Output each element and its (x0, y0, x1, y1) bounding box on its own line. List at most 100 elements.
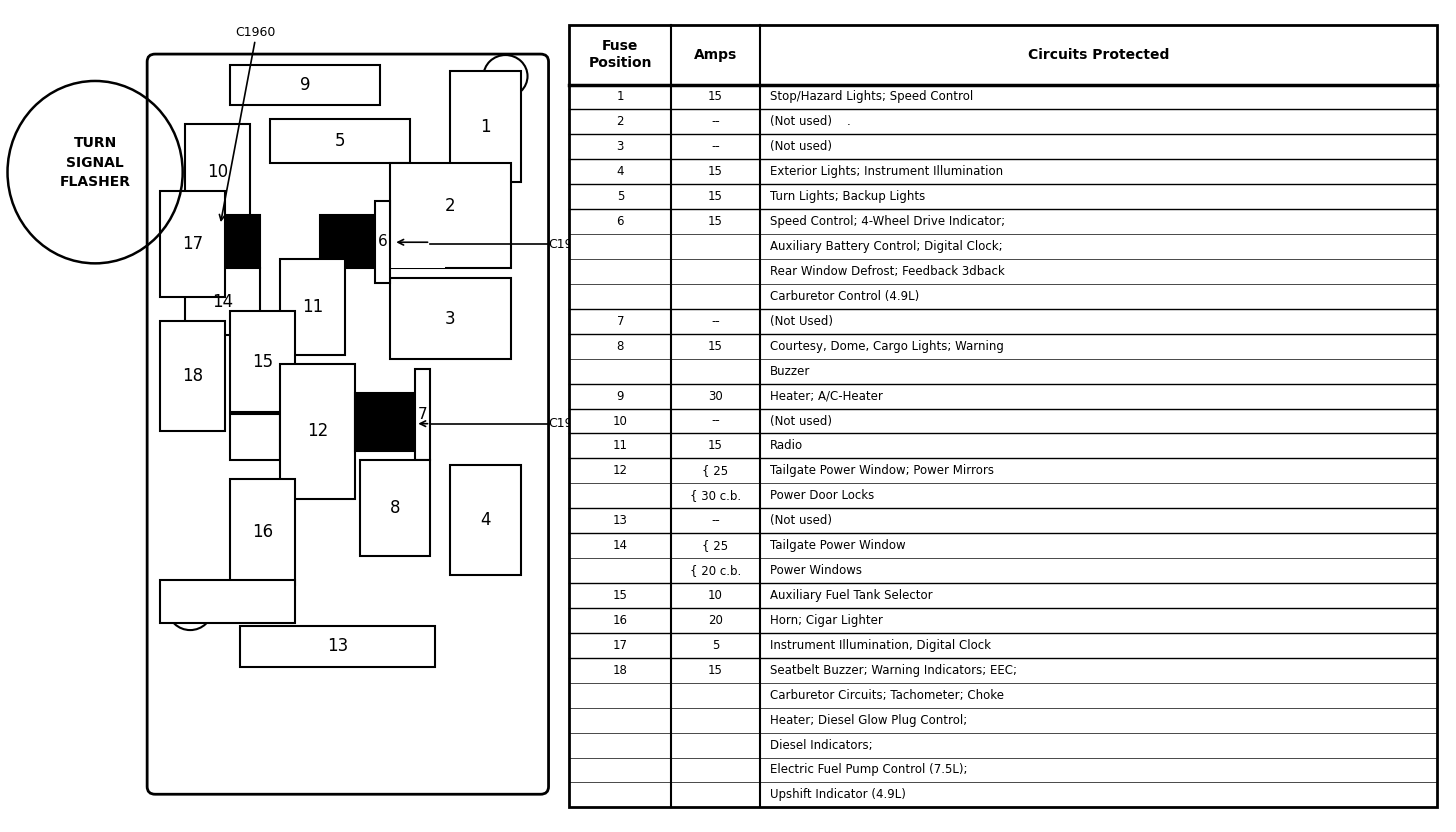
Text: Rear Window Defrost; Feedback 3dback: Rear Window Defrost; Feedback 3dback (770, 265, 1005, 278)
Text: 10: 10 (613, 414, 628, 428)
Text: Turn Lights; Backup Lights: Turn Lights; Backup Lights (770, 191, 926, 203)
FancyBboxPatch shape (147, 54, 549, 795)
Text: 15: 15 (708, 91, 724, 103)
Text: 1: 1 (616, 91, 625, 103)
Text: Buzzer: Buzzer (770, 364, 811, 378)
Text: C1960: C1960 (234, 27, 275, 39)
Text: --: -- (711, 116, 719, 128)
Text: (Not used): (Not used) (770, 414, 833, 428)
Text: 10: 10 (708, 589, 724, 602)
Text: 13: 13 (613, 514, 628, 527)
Text: Power Windows: Power Windows (770, 564, 862, 577)
Text: 15: 15 (708, 339, 724, 353)
Text: 15: 15 (708, 215, 724, 228)
Text: 8: 8 (390, 499, 400, 518)
Text: 9: 9 (616, 389, 625, 403)
Text: --: -- (711, 141, 719, 153)
Text: 5: 5 (617, 191, 625, 203)
Text: (Not used): (Not used) (770, 141, 833, 153)
Bar (390, 220, 446, 268)
Bar (230, 479, 296, 585)
Text: (Not used): (Not used) (770, 514, 833, 527)
Text: Amps: Amps (695, 47, 737, 62)
Bar (415, 369, 431, 460)
Bar (160, 580, 296, 623)
Text: Instrument Illumination, Digital Clock: Instrument Illumination, Digital Clock (770, 639, 992, 651)
Text: { 25: { 25 (702, 464, 728, 478)
Bar (320, 215, 376, 268)
Bar (271, 119, 411, 162)
Text: 12: 12 (613, 464, 628, 478)
Text: --: -- (711, 514, 719, 527)
Text: 17: 17 (182, 235, 204, 253)
Text: 12: 12 (307, 423, 329, 440)
Bar (376, 201, 390, 283)
Text: Power Door Locks: Power Door Locks (770, 489, 875, 503)
Text: (Not Used): (Not Used) (770, 314, 833, 328)
Text: 15: 15 (708, 439, 724, 453)
Bar (390, 162, 511, 268)
Text: { 30 c.b.: { 30 c.b. (690, 489, 741, 503)
Bar (281, 259, 345, 354)
Text: 1: 1 (480, 117, 491, 136)
Text: Carburetor Control (4.9L): Carburetor Control (4.9L) (770, 290, 920, 303)
Text: (Not used)    .: (Not used) . (770, 116, 852, 128)
Text: Speed Control; 4-Wheel Drive Indicator;: Speed Control; 4-Wheel Drive Indicator; (770, 215, 1006, 228)
Text: Circuits Protected: Circuits Protected (1028, 47, 1169, 62)
Text: 5: 5 (335, 132, 345, 150)
Text: 7: 7 (616, 314, 625, 328)
Text: Diesel Indicators;: Diesel Indicators; (770, 739, 874, 751)
Text: 7: 7 (418, 407, 428, 422)
Text: { 25: { 25 (702, 539, 728, 552)
Bar (185, 124, 250, 220)
Bar (355, 393, 415, 451)
Text: 8: 8 (617, 339, 625, 353)
Text: 18: 18 (182, 367, 204, 385)
Bar (160, 191, 226, 297)
Bar (185, 268, 261, 335)
Bar (390, 278, 511, 359)
Text: Exterior Lights; Instrument Illumination: Exterior Lights; Instrument Illumination (770, 166, 1003, 178)
Text: 16: 16 (613, 614, 628, 627)
Text: { 20 c.b.: { 20 c.b. (690, 564, 741, 577)
Bar (240, 626, 435, 666)
Text: Horn; Cigar Lighter: Horn; Cigar Lighter (770, 614, 884, 627)
Text: 17: 17 (613, 639, 628, 651)
Text: 20: 20 (708, 614, 724, 627)
Text: 15: 15 (613, 589, 628, 602)
Bar (230, 414, 281, 460)
Text: 4: 4 (480, 511, 491, 529)
Text: 13: 13 (328, 637, 348, 656)
Text: 5: 5 (712, 639, 719, 651)
Text: Courtesy, Dome, Cargo Lights; Warning: Courtesy, Dome, Cargo Lights; Warning (770, 339, 1005, 353)
Text: 2: 2 (446, 196, 456, 215)
Text: 6: 6 (379, 235, 387, 250)
Bar (281, 364, 355, 498)
Text: 11: 11 (303, 298, 323, 315)
Text: Radio: Radio (770, 439, 804, 453)
Text: Stop/Hazard Lights; Speed Control: Stop/Hazard Lights; Speed Control (770, 91, 974, 103)
Text: Tailgate Power Window: Tailgate Power Window (770, 539, 906, 552)
Text: Fuse
Position: Fuse Position (588, 39, 652, 70)
Text: --: -- (711, 414, 719, 428)
Text: 10: 10 (207, 163, 229, 181)
Text: Tailgate Power Window; Power Mirrors: Tailgate Power Window; Power Mirrors (770, 464, 994, 478)
Text: Auxiliary Battery Control; Digital Clock;: Auxiliary Battery Control; Digital Clock… (770, 240, 1003, 253)
Text: 15: 15 (708, 664, 724, 676)
Text: 14: 14 (613, 539, 628, 552)
Text: Carburetor Circuits; Tachometer; Choke: Carburetor Circuits; Tachometer; Choke (770, 689, 1005, 701)
Text: 30: 30 (708, 389, 722, 403)
Bar (160, 321, 226, 431)
Text: 15: 15 (252, 353, 274, 371)
Text: C1962: C1962 (549, 417, 588, 430)
Text: 3: 3 (617, 141, 625, 153)
Text: --: -- (711, 314, 719, 328)
Text: Upshift Indicator (4.9L): Upshift Indicator (4.9L) (770, 789, 906, 801)
Bar (361, 460, 431, 556)
Text: 3: 3 (446, 310, 456, 328)
Text: Seatbelt Buzzer; Warning Indicators; EEC;: Seatbelt Buzzer; Warning Indicators; EEC… (770, 664, 1018, 676)
Text: 15: 15 (708, 191, 724, 203)
Text: 18: 18 (613, 664, 628, 676)
Text: 11: 11 (613, 439, 628, 453)
Bar (185, 215, 261, 268)
